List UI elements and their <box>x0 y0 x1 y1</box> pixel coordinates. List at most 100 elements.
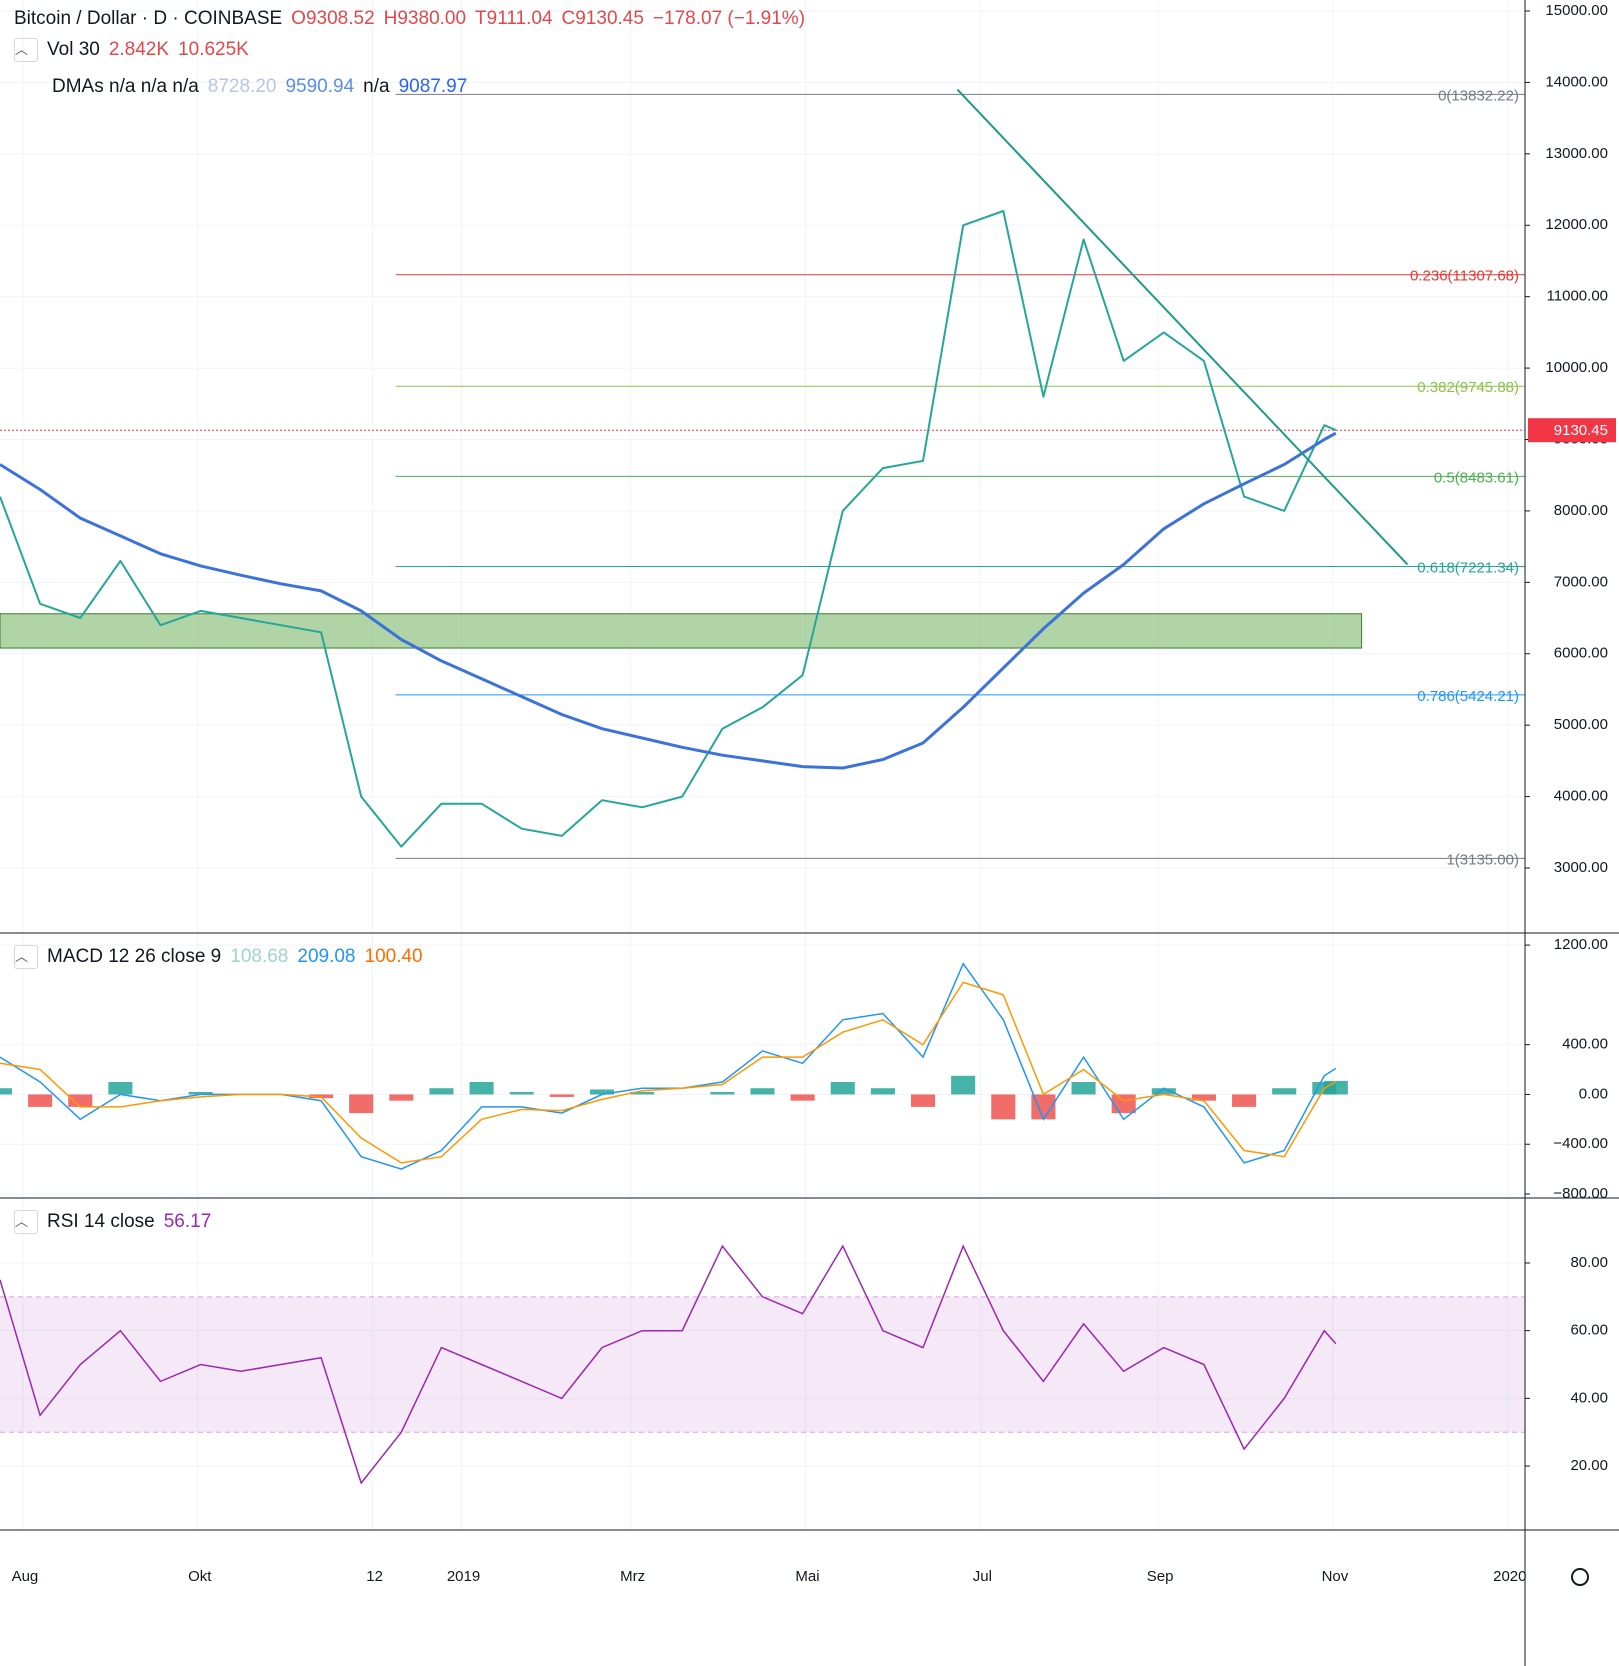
price-header: Bitcoin / Dollar · D · COINBASE O9308.52 H… <box>14 8 805 30</box>
ohlc-value: −178.07 (−1.91%) <box>652 8 806 29</box>
y-tick-label: 5000.00 <box>1554 716 1608 733</box>
histogram-bar <box>349 1094 374 1114</box>
fib-label: 0.5(8483.61) <box>1434 469 1519 486</box>
y-tick-label: 15000.00 <box>1545 2 1608 19</box>
y-tick-label: 8000.00 <box>1554 502 1608 519</box>
trendline <box>956 88 1409 566</box>
ohlc-value: O9308.52 <box>291 8 375 29</box>
symbol-title: Bitcoin / Dollar · D · COINBASE <box>14 8 283 29</box>
y-tick-label: 40.00 <box>1570 1389 1608 1406</box>
indicator-value: 9087.97 <box>398 76 468 97</box>
y-tick-label: −800.00 <box>1553 1185 1608 1202</box>
histogram-bar <box>870 1088 895 1095</box>
histogram-bar <box>549 1094 574 1097</box>
histogram-bar <box>1151 1088 1176 1095</box>
indicator-value: 100.40 <box>364 946 423 967</box>
x-tick-label: Mai <box>795 1568 819 1585</box>
histogram-bar <box>1272 1088 1297 1095</box>
last-price-tag <box>1528 418 1616 443</box>
macd-line <box>0 962 1337 1170</box>
y-tick-label: 20.00 <box>1570 1457 1608 1474</box>
y-tick-label: 10000.00 <box>1545 359 1608 376</box>
histogram-bar <box>389 1094 414 1101</box>
x-tick-label: Nov <box>1322 1568 1349 1585</box>
x-tick-label: Okt <box>188 1568 212 1585</box>
macd-line <box>0 981 1337 1164</box>
y-tick-label: 400.00 <box>1562 1036 1608 1053</box>
x-tick-label: Mrz <box>620 1568 645 1585</box>
y-tick-label: 3000.00 <box>1554 859 1608 876</box>
x-tick-label: 12 <box>366 1568 383 1585</box>
settings-icon[interactable] <box>1571 1568 1589 1586</box>
histogram-bar <box>630 1091 655 1095</box>
histogram-bar <box>910 1094 936 1107</box>
last-price-label: 9130.45 <box>1554 422 1608 439</box>
macd-header: ︿ MACD 12 26 close 9 108.68 209.08 100.40 <box>14 945 423 969</box>
fib-label: 0.236(11307.68) <box>1410 268 1519 285</box>
x-tick-label: Sep <box>1147 1568 1174 1585</box>
y-tick-label: 1200.00 <box>1554 936 1608 953</box>
fib-label: 0.382(9745.88) <box>1417 379 1519 396</box>
fib-label: 0.786(5424.21) <box>1417 688 1519 705</box>
x-tick-label: 2020 <box>1493 1568 1526 1585</box>
settings-button[interactable]: ︿ <box>14 945 38 969</box>
histogram-bar <box>589 1089 615 1095</box>
histogram-bar <box>1111 1094 1136 1114</box>
indicator-value: 10.625K <box>178 39 249 60</box>
indicator-value: 9590.94 <box>285 76 355 97</box>
histogram-bar <box>0 1088 13 1095</box>
y-tick-label: 7000.00 <box>1554 573 1608 590</box>
collapse-button[interactable]: ︿ <box>14 38 38 62</box>
histogram-bar <box>750 1088 775 1095</box>
histogram-bar <box>830 1081 855 1095</box>
indicator-label: DMAs n/a n/a n/a <box>52 76 199 97</box>
histogram-bar <box>108 1081 133 1095</box>
indicator-value: 56.17 <box>163 1211 212 1232</box>
volume-header: ︿ Vol 30 2.842K 10.625K <box>14 38 249 62</box>
histogram-bar <box>790 1094 815 1101</box>
indicator-label: Vol 30 <box>47 39 100 60</box>
histogram-bar <box>1232 1094 1257 1107</box>
price-line <box>0 210 1337 848</box>
fib-label: 0.618(7221.34) <box>1417 560 1519 577</box>
y-tick-label: 0.00 <box>1579 1085 1608 1102</box>
ohlc-value: H9380.00 <box>383 8 467 29</box>
histogram-bar <box>1323 1080 1348 1095</box>
y-tick-label: 4000.00 <box>1554 788 1608 805</box>
x-tick-label: Aug <box>12 1568 39 1585</box>
y-tick-label: −400.00 <box>1553 1135 1608 1152</box>
x-tick-label: Jul <box>973 1568 992 1585</box>
rsi-header: ︿ RSI 14 close 56.17 <box>14 1210 211 1234</box>
histogram-bar <box>1191 1094 1216 1101</box>
ohlc-value: T9111.04 <box>475 8 553 29</box>
histogram-bar <box>188 1091 213 1095</box>
settings-button[interactable]: ︿ <box>14 1210 38 1234</box>
y-tick-label: 80.00 <box>1570 1254 1608 1271</box>
indicator-label: RSI 14 close <box>47 1211 155 1232</box>
fib-label: 1(3135.00) <box>1446 851 1519 868</box>
histogram-bar <box>951 1075 976 1095</box>
rsi-line <box>0 1244 1337 1485</box>
histogram-bar <box>68 1094 93 1107</box>
indicator-value: n/a <box>363 76 390 97</box>
indicator-value: 8728.20 <box>207 76 277 97</box>
histogram-bar <box>28 1094 53 1107</box>
histogram-bar <box>991 1094 1016 1120</box>
indicator-label: MACD 12 26 close 9 <box>47 946 222 967</box>
histogram-bar <box>509 1091 534 1095</box>
price-line <box>0 431 1337 770</box>
y-tick-label: 11000.00 <box>1547 288 1608 305</box>
rsi-band <box>0 1296 1525 1433</box>
histogram-bar <box>710 1091 735 1095</box>
histogram-bar <box>1071 1081 1096 1095</box>
indicator-value: 209.08 <box>297 946 356 967</box>
y-tick-label: 60.00 <box>1570 1322 1608 1339</box>
histogram-bar <box>429 1088 454 1095</box>
support-zone <box>0 613 1363 649</box>
x-tick-label: 2019 <box>447 1568 480 1585</box>
y-tick-label: 13000.00 <box>1545 145 1608 162</box>
histogram-bar <box>469 1081 494 1095</box>
y-tick-label: 14000.00 <box>1545 73 1608 90</box>
